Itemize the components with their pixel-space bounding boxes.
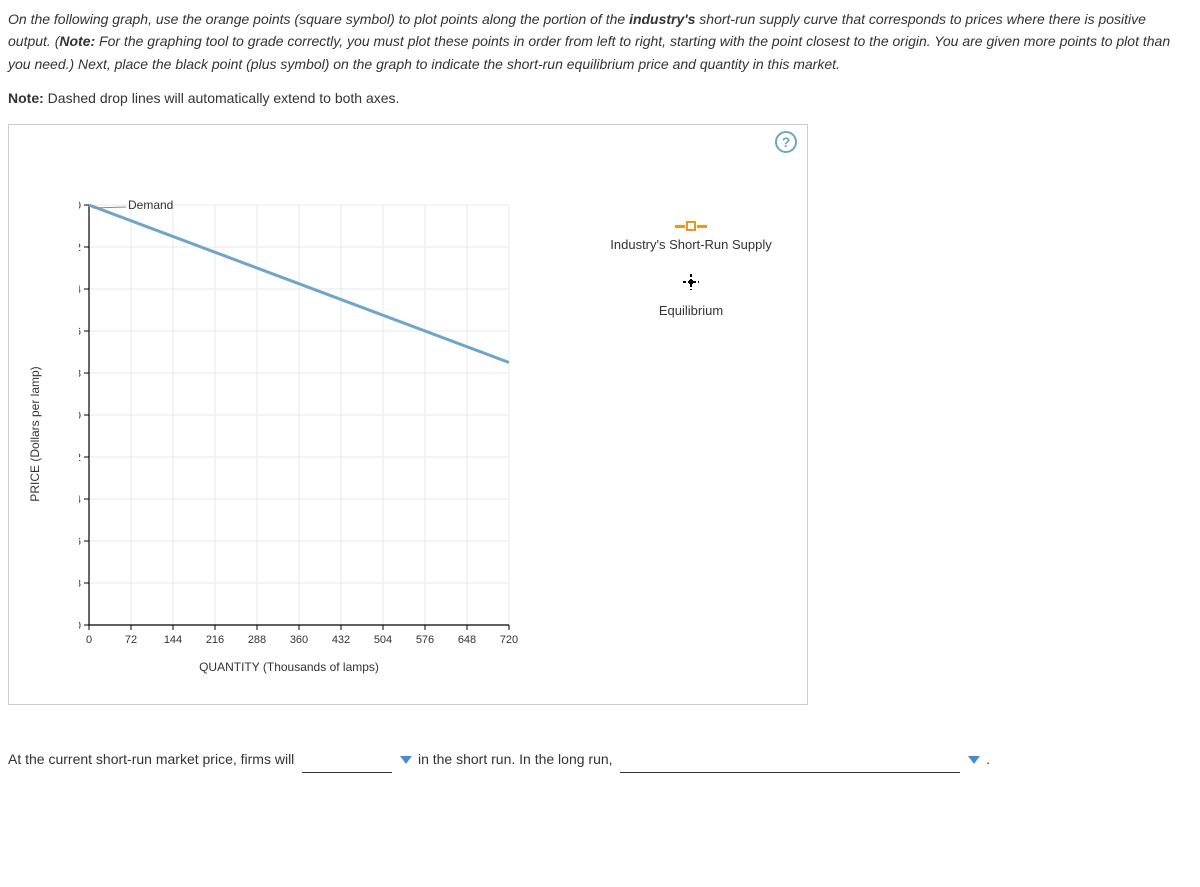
svg-text:0: 0 [79, 620, 81, 632]
svg-text:56: 56 [79, 326, 81, 338]
instr-b1: industry's [629, 11, 695, 27]
question-p1: At the current short-run market price, f… [8, 751, 298, 767]
svg-text:Demand: Demand [128, 198, 173, 212]
chevron-down-icon[interactable] [968, 756, 980, 764]
chevron-down-icon[interactable] [400, 756, 412, 764]
svg-text:576: 576 [416, 634, 434, 646]
help-icon[interactable]: ? [775, 131, 797, 153]
plot-area[interactable]: PRICE (Dollars per lamp) 072144216288360… [79, 195, 499, 674]
svg-text:648: 648 [458, 634, 476, 646]
svg-text:288: 288 [248, 634, 266, 646]
svg-text:24: 24 [79, 494, 81, 506]
svg-text:216: 216 [206, 634, 224, 646]
dropdown-2[interactable] [620, 772, 960, 773]
graph-container: ? PRICE (Dollars per lamp) 0 72 144 216 288 3… [8, 124, 808, 705]
y-axis-label: PRICE (Dollars per lamp) [28, 366, 42, 501]
plus-marker-icon [679, 270, 703, 294]
svg-text:64: 64 [79, 284, 81, 296]
svg-text:8: 8 [79, 578, 81, 590]
instr-p1: On the following graph, use the orange p… [8, 11, 629, 27]
instr-b2: Note: [59, 33, 95, 49]
note-label: Note: [8, 90, 44, 106]
svg-text:32: 32 [79, 452, 81, 464]
legend-equilibrium[interactable]: Equilibrium [591, 270, 791, 318]
instr-p3: For the graphing tool to grade correctly… [8, 33, 1170, 71]
instructions-text: On the following graph, use the orange p… [8, 8, 1192, 75]
svg-text:720: 720 [500, 634, 518, 646]
svg-text:504: 504 [374, 634, 392, 646]
question-line: At the current short-run market price, f… [8, 745, 1192, 773]
x-axis-label: QUANTITY (Thousands of lamps) [79, 660, 499, 674]
svg-text:432: 432 [332, 634, 350, 646]
dropdown-1[interactable] [302, 772, 392, 773]
svg-text:144: 144 [164, 634, 182, 646]
legend-supply-label: Industry's Short-Run Supply [591, 237, 791, 252]
svg-text:72: 72 [79, 242, 81, 254]
chart-svg[interactable]: 0 72 144 216 288 360 432 504 576 648 720 0 8 16 24 32 40… [79, 195, 539, 655]
question-p2: in the short run. In the long run, [418, 751, 616, 767]
svg-text:360: 360 [290, 634, 308, 646]
svg-text:16: 16 [79, 536, 81, 548]
legend-supply[interactable]: Industry's Short-Run Supply [591, 215, 791, 253]
square-marker-icon [675, 221, 707, 231]
svg-text:72: 72 [125, 634, 137, 646]
legend-equilibrium-label: Equilibrium [591, 303, 791, 318]
svg-text:40: 40 [79, 410, 81, 422]
note-text: Note: Dashed drop lines will automatical… [8, 87, 1192, 109]
svg-text:48: 48 [79, 368, 81, 380]
svg-text:80: 80 [79, 200, 81, 212]
question-p3: . [986, 751, 990, 767]
note-body: Dashed drop lines will automatically ext… [44, 90, 400, 106]
legend: Industry's Short-Run Supply Equilibrium [591, 215, 791, 337]
svg-text:0: 0 [86, 634, 92, 646]
